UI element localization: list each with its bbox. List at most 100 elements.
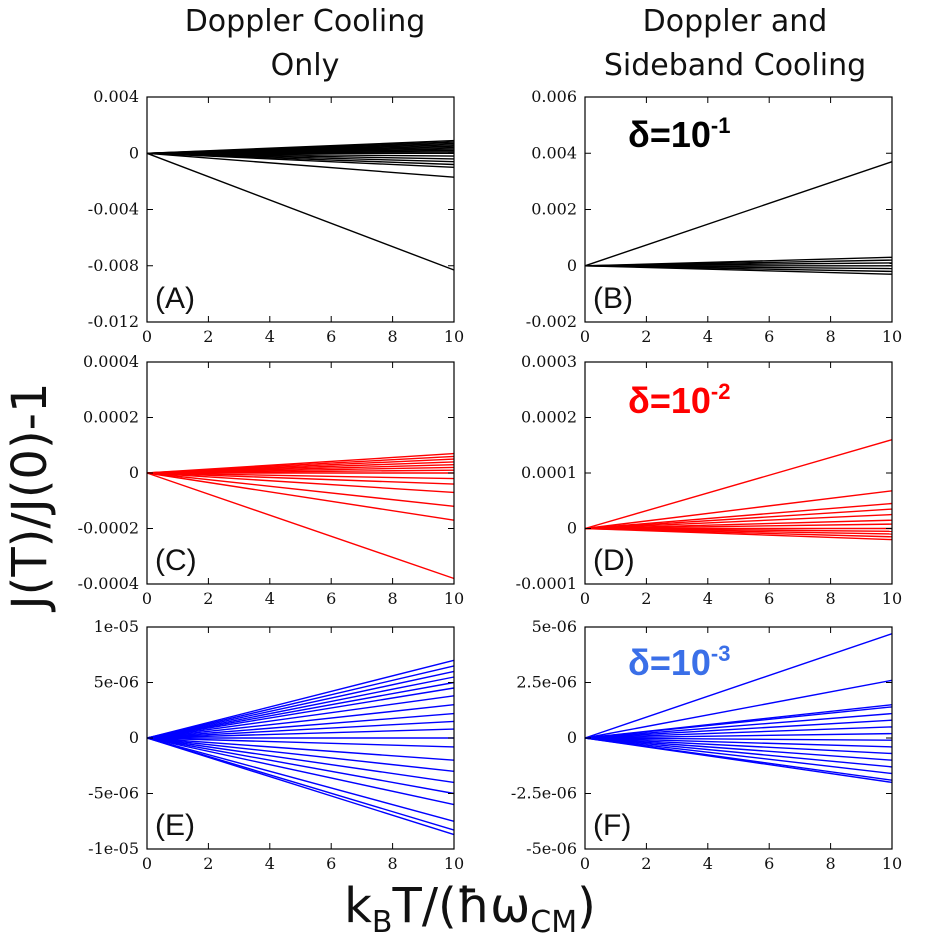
y-tick-label-f-3: -2.5e-06 — [511, 784, 577, 803]
series-line-f-7 — [584, 732, 893, 739]
series-line-e-6 — [146, 695, 455, 739]
series-line-e-4 — [146, 681, 455, 739]
panel-label-d: (D) — [593, 544, 635, 577]
x-label-mid: T/(ħω — [392, 878, 531, 934]
series-line-e-15 — [146, 737, 455, 784]
delta-exponent-d: -2 — [711, 379, 731, 404]
column-title-right-line-2: Sideband Cooling — [603, 48, 867, 83]
column-title-doppler-sideband: Doppler and Sideband Cooling — [565, 0, 905, 88]
series-line-d-0 — [584, 439, 893, 530]
column-title-left-line-1: Doppler Cooling — [184, 4, 426, 39]
panel-d: 0 2 4 6 8 100.00030.00020.00010-0.0001(D)δ=10… — [516, 352, 903, 608]
x-tick-label-d-4: 8 — [826, 589, 836, 608]
series-line-f-13 — [584, 737, 893, 775]
x-label-end: ) — [577, 878, 596, 934]
panel-a: 0 2 4 6 8 10 0.004 0 -0.004 -0.008 -0.012 (A) — [88, 87, 464, 346]
series-line-f-12 — [584, 737, 893, 768]
y-tick-label-a-2: -0.004 — [88, 200, 139, 219]
delta-annotation-d: δ=10-2 — [628, 379, 730, 421]
y-tick-label-b-3: 0 — [567, 256, 577, 275]
column-title-right-line-1: Doppler and — [642, 4, 828, 39]
x-label-sub-cm: CM — [530, 905, 578, 940]
x-tick-label-f-0: 0 — [580, 854, 590, 873]
series-line-f-1 — [584, 679, 893, 739]
series-line-e-0 — [146, 659, 455, 739]
series-line-e-18 — [146, 737, 455, 822]
y-tick-label-a-4: -0.012 — [88, 312, 139, 331]
series-line-f-10 — [584, 737, 893, 755]
series-line-e-3 — [146, 676, 455, 739]
x-tick-label-f-4: 8 — [826, 854, 836, 873]
series-line-c-10 — [146, 472, 455, 494]
x-tick-label-f-2: 4 — [703, 854, 713, 873]
series-line-b-0 — [584, 161, 893, 267]
series-line-f-15 — [584, 737, 893, 784]
y-tick-label-b-2: 0.002 — [531, 200, 577, 219]
series-line-c-9 — [146, 472, 455, 485]
series-line-d-4 — [584, 513, 893, 530]
y-tick-label-f-0: 5e-06 — [532, 617, 577, 636]
y-tick-label-d-2: 0.0001 — [521, 463, 577, 482]
series-line-e-8 — [146, 712, 455, 739]
y-tick-label-d-1: 0.0002 — [521, 408, 577, 427]
x-tick-label-b-2: 4 — [703, 327, 713, 346]
x-tick-label-a-1: 2 — [203, 327, 213, 346]
delta-annotation-f: δ=10-3 — [628, 641, 730, 683]
x-tick-label-e-0: 0 — [142, 854, 152, 873]
column-title-left-line-2: Only — [270, 48, 340, 83]
y-tick-label-f-4: -5e-06 — [526, 839, 577, 858]
series-line-e-9 — [146, 720, 455, 739]
x-tick-label-d-1: 2 — [641, 589, 651, 608]
panel-c: 0 2 4 6 8 10 0.0004 0.0002 0 -0.0002 -0.0004 (C) — [78, 352, 465, 608]
panel-label-a: (A) — [155, 282, 195, 315]
series-line-c-12 — [146, 472, 455, 521]
series-line-c-8 — [146, 472, 455, 480]
series-line-a-16 — [146, 152, 455, 271]
series-line-d-2 — [584, 502, 893, 530]
x-tick-label-d-0: 0 — [580, 589, 590, 608]
series-line-c-11 — [146, 472, 455, 507]
delta-exponent-f: -3 — [711, 641, 731, 666]
series-line-f-9 — [584, 737, 893, 748]
y-tick-label-e-2: 0 — [129, 728, 139, 747]
x-tick-label-b-5: 10 — [882, 327, 902, 346]
x-tick-label-e-3: 6 — [326, 854, 336, 873]
series-line-e-5 — [146, 687, 455, 739]
series-line-f-4 — [584, 712, 893, 739]
series-line-d-6 — [584, 523, 893, 530]
x-tick-label-a-2: 4 — [265, 327, 275, 346]
series-line-b-7 — [584, 265, 893, 275]
series-line-e-17 — [146, 737, 455, 806]
series-line-d-1 — [584, 490, 893, 530]
series-line-e-7 — [146, 704, 455, 739]
x-tick-label-e-4: 8 — [388, 854, 398, 873]
x-tick-label-a-0: 0 — [142, 327, 152, 346]
x-tick-label-a-5: 10 — [444, 327, 464, 346]
y-tick-label-b-4: -0.002 — [526, 312, 577, 331]
x-tick-label-b-1: 2 — [641, 327, 651, 346]
y-tick-label-a-0: 0.004 — [93, 87, 139, 106]
series-line-f-8 — [584, 737, 893, 741]
x-tick-label-e-2: 4 — [265, 854, 275, 873]
y-tick-label-c-3: -0.0002 — [78, 519, 139, 538]
x-tick-label-e-5: 10 — [444, 854, 464, 873]
y-tick-label-b-1: 0.004 — [531, 143, 577, 162]
y-tick-label-e-4: -1e-05 — [88, 839, 139, 858]
column-title-doppler-only: Doppler Cooling Only — [140, 0, 470, 88]
x-tick-label-c-5: 10 — [444, 589, 464, 608]
x-tick-label-c-4: 8 — [388, 589, 398, 608]
series-line-f-3 — [584, 706, 893, 739]
y-tick-label-a-3: -0.008 — [88, 256, 139, 275]
panel-label-c: (C) — [155, 544, 197, 577]
x-label-k: k — [344, 878, 372, 934]
delta-annotation-b: δ=10-1 — [628, 113, 730, 155]
y-tick-label-d-4: -0.0001 — [516, 574, 577, 593]
series-line-e-20 — [146, 737, 455, 836]
series-line-e-10 — [146, 728, 455, 739]
series-line-d-11 — [584, 527, 893, 541]
x-tick-label-a-3: 6 — [326, 327, 336, 346]
x-tick-label-c-1: 2 — [203, 589, 213, 608]
x-tick-label-b-3: 6 — [764, 327, 774, 346]
y-tick-label-b-0: 0.006 — [531, 87, 577, 106]
